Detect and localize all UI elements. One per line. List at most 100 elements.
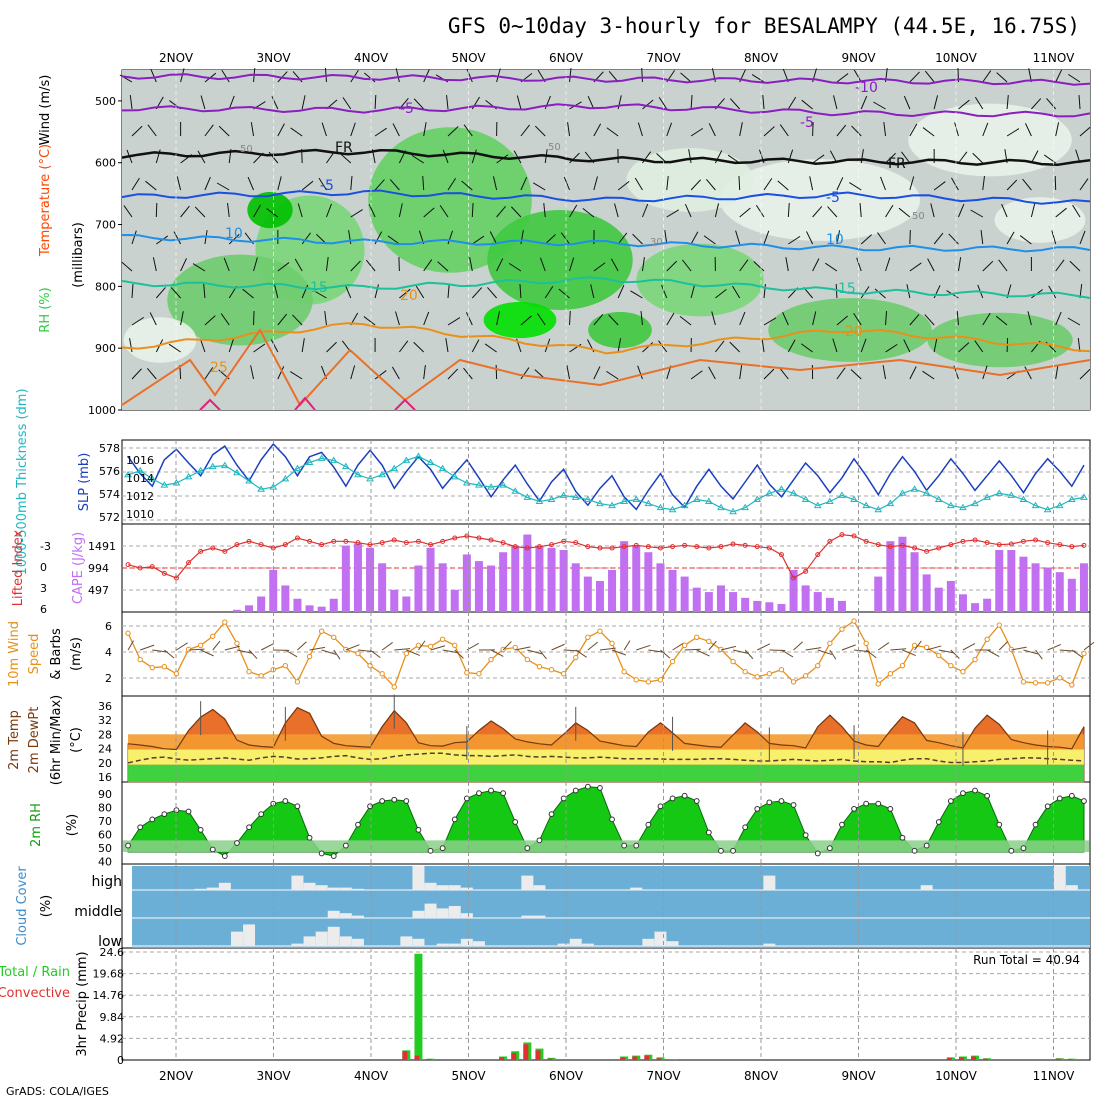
precip-axis-label: 3hr Precip (mm) — [75, 951, 90, 1056]
thickness-tick-label: 578 — [99, 442, 120, 455]
upper-air-tick-label: 700 — [95, 219, 116, 232]
rh-moisture-region — [636, 243, 764, 317]
precip-tick-label: 14.76 — [93, 989, 125, 1002]
wind-barb — [836, 230, 841, 245]
wind-barb — [520, 367, 530, 380]
wind10-barb — [502, 641, 512, 651]
rh2m-point — [355, 821, 361, 828]
wind-barb — [885, 310, 888, 326]
wind-barb — [739, 122, 743, 137]
wind-barb — [447, 284, 450, 299]
cloud-bar-high — [1053, 866, 1066, 890]
thickness-point — [704, 497, 713, 505]
wind10-barb — [950, 649, 960, 659]
li-point — [670, 544, 676, 550]
cape-bar — [390, 589, 399, 612]
wind-barb — [399, 288, 411, 299]
slp-tick-label: 1014 — [126, 472, 154, 485]
wind-barb — [922, 370, 935, 380]
wind-barb — [534, 125, 546, 137]
wind-barb — [856, 257, 862, 272]
isotherm-label: 10 — [826, 232, 844, 248]
cape-bar — [571, 563, 580, 612]
thickness-point — [644, 499, 653, 507]
rh2m-point — [197, 826, 204, 833]
thickness-point — [208, 462, 217, 470]
rh2m-point — [1032, 821, 1039, 828]
thickness-point — [668, 505, 677, 513]
wind-barb — [812, 154, 825, 164]
wind10-point — [548, 667, 555, 673]
wind10-barb — [309, 646, 326, 651]
wind10-barb — [672, 642, 685, 651]
rh2m-point — [790, 802, 797, 808]
wind10-point — [754, 674, 760, 680]
wind-barb — [131, 230, 137, 245]
li-point — [307, 538, 313, 544]
wind-barb — [873, 101, 886, 110]
cloud-bar-low — [654, 931, 667, 946]
wind10-barb — [986, 649, 1000, 657]
cloud-bar-middle — [412, 910, 425, 918]
temp-tick-label: 32 — [98, 714, 112, 727]
wind10-barb — [998, 641, 1009, 651]
wind-barb — [250, 365, 255, 380]
rh2m-tick-label: 50 — [98, 842, 112, 855]
isotherm-label: -5 — [826, 190, 840, 206]
rh2m-point — [548, 811, 555, 818]
slp-axis-label: SLP (mb) — [77, 453, 92, 512]
cloud-bar-low — [327, 926, 340, 946]
wind10-point — [1044, 680, 1051, 686]
upper-air-axis-label: (millibars) — [71, 222, 86, 288]
cape-bar — [874, 576, 883, 612]
rh2m-point — [234, 840, 240, 846]
wind-barb — [297, 203, 303, 218]
cloud-bar-low — [763, 943, 776, 946]
precip-run-total: Run Total = 40.94 — [973, 953, 1080, 967]
wind-barb — [751, 74, 765, 83]
wind-barb — [220, 313, 230, 326]
wind-barb — [446, 95, 449, 110]
li-point — [319, 542, 325, 548]
wind-barb — [956, 311, 959, 326]
precip-convective-bar — [958, 1057, 964, 1060]
wind-barb — [739, 365, 743, 380]
li-point — [198, 548, 204, 554]
wind10-point — [778, 667, 785, 673]
wind-barb — [544, 285, 554, 299]
wind-barb — [753, 261, 765, 272]
wind-barb — [350, 176, 353, 191]
rh2m-point — [814, 850, 821, 857]
thickness-point — [317, 454, 326, 461]
cloud-bar-low — [448, 943, 461, 946]
li-point — [851, 533, 857, 539]
wind-barb — [593, 262, 606, 272]
series-line-thickness — [127, 455, 1085, 513]
wind-barb — [119, 74, 133, 83]
wind-barb — [374, 127, 387, 137]
cloud-bar-middle — [460, 913, 473, 918]
wind-barb — [543, 203, 546, 218]
wind-barb — [860, 234, 872, 245]
cape-bar — [934, 587, 943, 612]
cape-bar — [341, 545, 350, 612]
cape-bar — [1067, 578, 1076, 612]
cloud-bar-low — [400, 936, 413, 946]
wind10-point — [1069, 682, 1075, 688]
wind-barb — [487, 287, 497, 299]
wind-barb — [1024, 366, 1032, 380]
thickness-point — [971, 499, 979, 507]
wind-barb — [290, 127, 303, 137]
wind10-point — [355, 650, 361, 657]
rh-moisture-region — [167, 254, 313, 346]
wind10-point — [415, 642, 422, 649]
li-point — [476, 535, 482, 541]
wind-barb — [690, 94, 693, 110]
rh2m-point — [367, 803, 373, 810]
li-point — [657, 545, 663, 551]
wind10-barb — [696, 649, 710, 657]
wind10-point — [851, 618, 857, 624]
wind10-point — [282, 662, 289, 669]
wind-barb — [321, 122, 327, 137]
wind-barb — [569, 152, 580, 164]
